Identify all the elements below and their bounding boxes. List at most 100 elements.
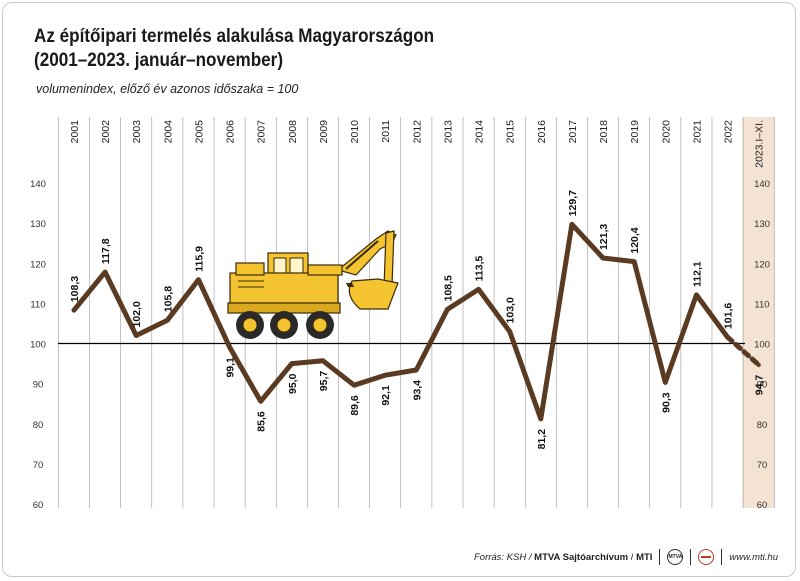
mtva-logo-text: MTVA	[668, 554, 683, 560]
chart-title-line1: Az építőipari termelés alakulása Magyaro…	[34, 26, 435, 47]
data-labels: 108,3 117,8 102,0 105,8 115,9 99,1 85,6 95,0 95,…	[69, 190, 766, 449]
data-point	[258, 399, 263, 404]
data-label: 95,7	[318, 371, 330, 392]
data-label: 121,3	[598, 224, 610, 250]
y-tick-label: 120	[754, 259, 770, 270]
agency-name: MTVA Sajtóarchívum	[534, 551, 629, 563]
data-point	[445, 307, 450, 312]
data-point	[71, 307, 77, 313]
x-tick-label: 2005	[193, 120, 205, 144]
x-tick-label: 2013	[442, 120, 454, 144]
y-tick-label: 100	[754, 340, 770, 351]
data-point	[694, 292, 699, 298]
data-label: 112,1	[691, 261, 703, 287]
x-tick-label: 2010	[349, 120, 361, 144]
y-tick-label: 90	[33, 380, 44, 391]
data-point	[351, 383, 357, 388]
x-tick-label: 2006	[225, 120, 237, 144]
y-tick-label: 80	[33, 420, 44, 431]
data-point	[663, 380, 668, 385]
data-point	[756, 362, 761, 367]
data-label: 115,9	[193, 246, 205, 272]
x-tick-label: 2015	[505, 120, 517, 144]
y-tick-label: 110	[30, 299, 45, 310]
data-point	[725, 334, 730, 340]
data-label: 103,0	[505, 297, 517, 323]
y-axis-ticks: 60 60 70 70 80 80 90 90 100 100 110 110 120 120 130 130…	[30, 179, 770, 511]
data-label: 90,3	[660, 392, 672, 413]
y-tick-label: 60	[33, 500, 44, 511]
x-tick-label: 2016	[536, 120, 548, 144]
y-tick-label: 100	[30, 340, 46, 351]
data-label: 129,7	[567, 190, 579, 216]
data-label: 113,5	[474, 255, 486, 281]
x-tick-label: 2023.I–XI.	[754, 120, 766, 168]
x-tick-label: 2017	[567, 120, 579, 144]
x-tick-label: 2003	[131, 120, 143, 144]
y-tick-label: 60	[757, 500, 768, 511]
x-tick-label: 2007	[256, 120, 268, 144]
y-tick-label: 120	[30, 259, 46, 270]
data-label: 95,0	[287, 373, 299, 394]
data-point	[383, 372, 388, 378]
data-point	[165, 318, 170, 323]
data-label: 102,0	[131, 301, 143, 327]
data-point	[631, 259, 637, 264]
x-tick-label: 2022	[723, 120, 735, 144]
mti-logo-icon	[698, 549, 715, 565]
data-point	[569, 222, 575, 227]
x-tick-label: 2009	[318, 120, 330, 144]
data-point	[134, 333, 139, 338]
y-tick-label: 140	[30, 179, 46, 190]
data-label: 108,5	[442, 275, 454, 301]
y-tick-label: 110	[754, 299, 769, 310]
x-tick-label: 2011	[380, 120, 392, 143]
x-tick-label: 2019	[629, 120, 641, 144]
data-point	[476, 287, 481, 292]
data-label: 94,7	[754, 375, 766, 396]
data-label: 120,4	[629, 227, 641, 253]
x-tick-label: 2012	[411, 120, 423, 144]
footer-divider	[690, 549, 692, 565]
x-tick-label: 2014	[474, 120, 486, 144]
highlight-band	[742, 117, 775, 508]
y-tick-label: 70	[757, 460, 768, 471]
x-tick-label: 2018	[598, 120, 610, 144]
y-tick-label: 140	[754, 179, 770, 190]
x-tick-label: 2008	[287, 120, 299, 144]
y-tick-label: 80	[757, 420, 768, 431]
x-tick-label: 2021	[691, 120, 703, 144]
mtva-logo-icon: MTVA	[667, 549, 684, 565]
chart-title-line2: (2001–2023. január–november)	[34, 50, 284, 71]
data-point	[600, 255, 606, 261]
data-point	[102, 269, 108, 275]
data-points	[71, 222, 761, 422]
data-point	[196, 277, 201, 282]
excavator-icon	[227, 230, 399, 339]
x-axis-labels: 2001 2002 2003 2004 2005 2006 2007 2008 2009 2010…	[69, 120, 766, 168]
data-label: 92,1	[380, 385, 392, 406]
series-line-projection	[725, 334, 762, 368]
y-tick-label: 70	[33, 460, 44, 471]
data-label: 105,8	[162, 286, 174, 312]
footer-divider	[721, 549, 723, 565]
data-point	[507, 329, 512, 334]
y-tick-label: 130	[754, 219, 770, 230]
footer-divider	[659, 549, 661, 565]
data-point	[289, 361, 295, 366]
data-point	[414, 367, 419, 373]
x-tick-label: 2002	[100, 120, 112, 144]
footer: Forrás: KSH / MTVA Sajtóarchívum / MTI M…	[474, 549, 778, 565]
source-prefix: Forrás: KSH /	[473, 551, 532, 563]
data-label: 99,1	[225, 357, 237, 378]
y-tick-label: 130	[30, 219, 46, 230]
x-tick-label: 2001	[69, 120, 81, 144]
data-point	[320, 358, 326, 363]
data-label: 81,2	[536, 429, 548, 450]
website-link[interactable]: www.mti.hu	[729, 551, 778, 563]
data-label: 101,6	[723, 303, 735, 329]
x-tick-label: 2020	[660, 120, 672, 144]
series-line	[71, 221, 730, 422]
